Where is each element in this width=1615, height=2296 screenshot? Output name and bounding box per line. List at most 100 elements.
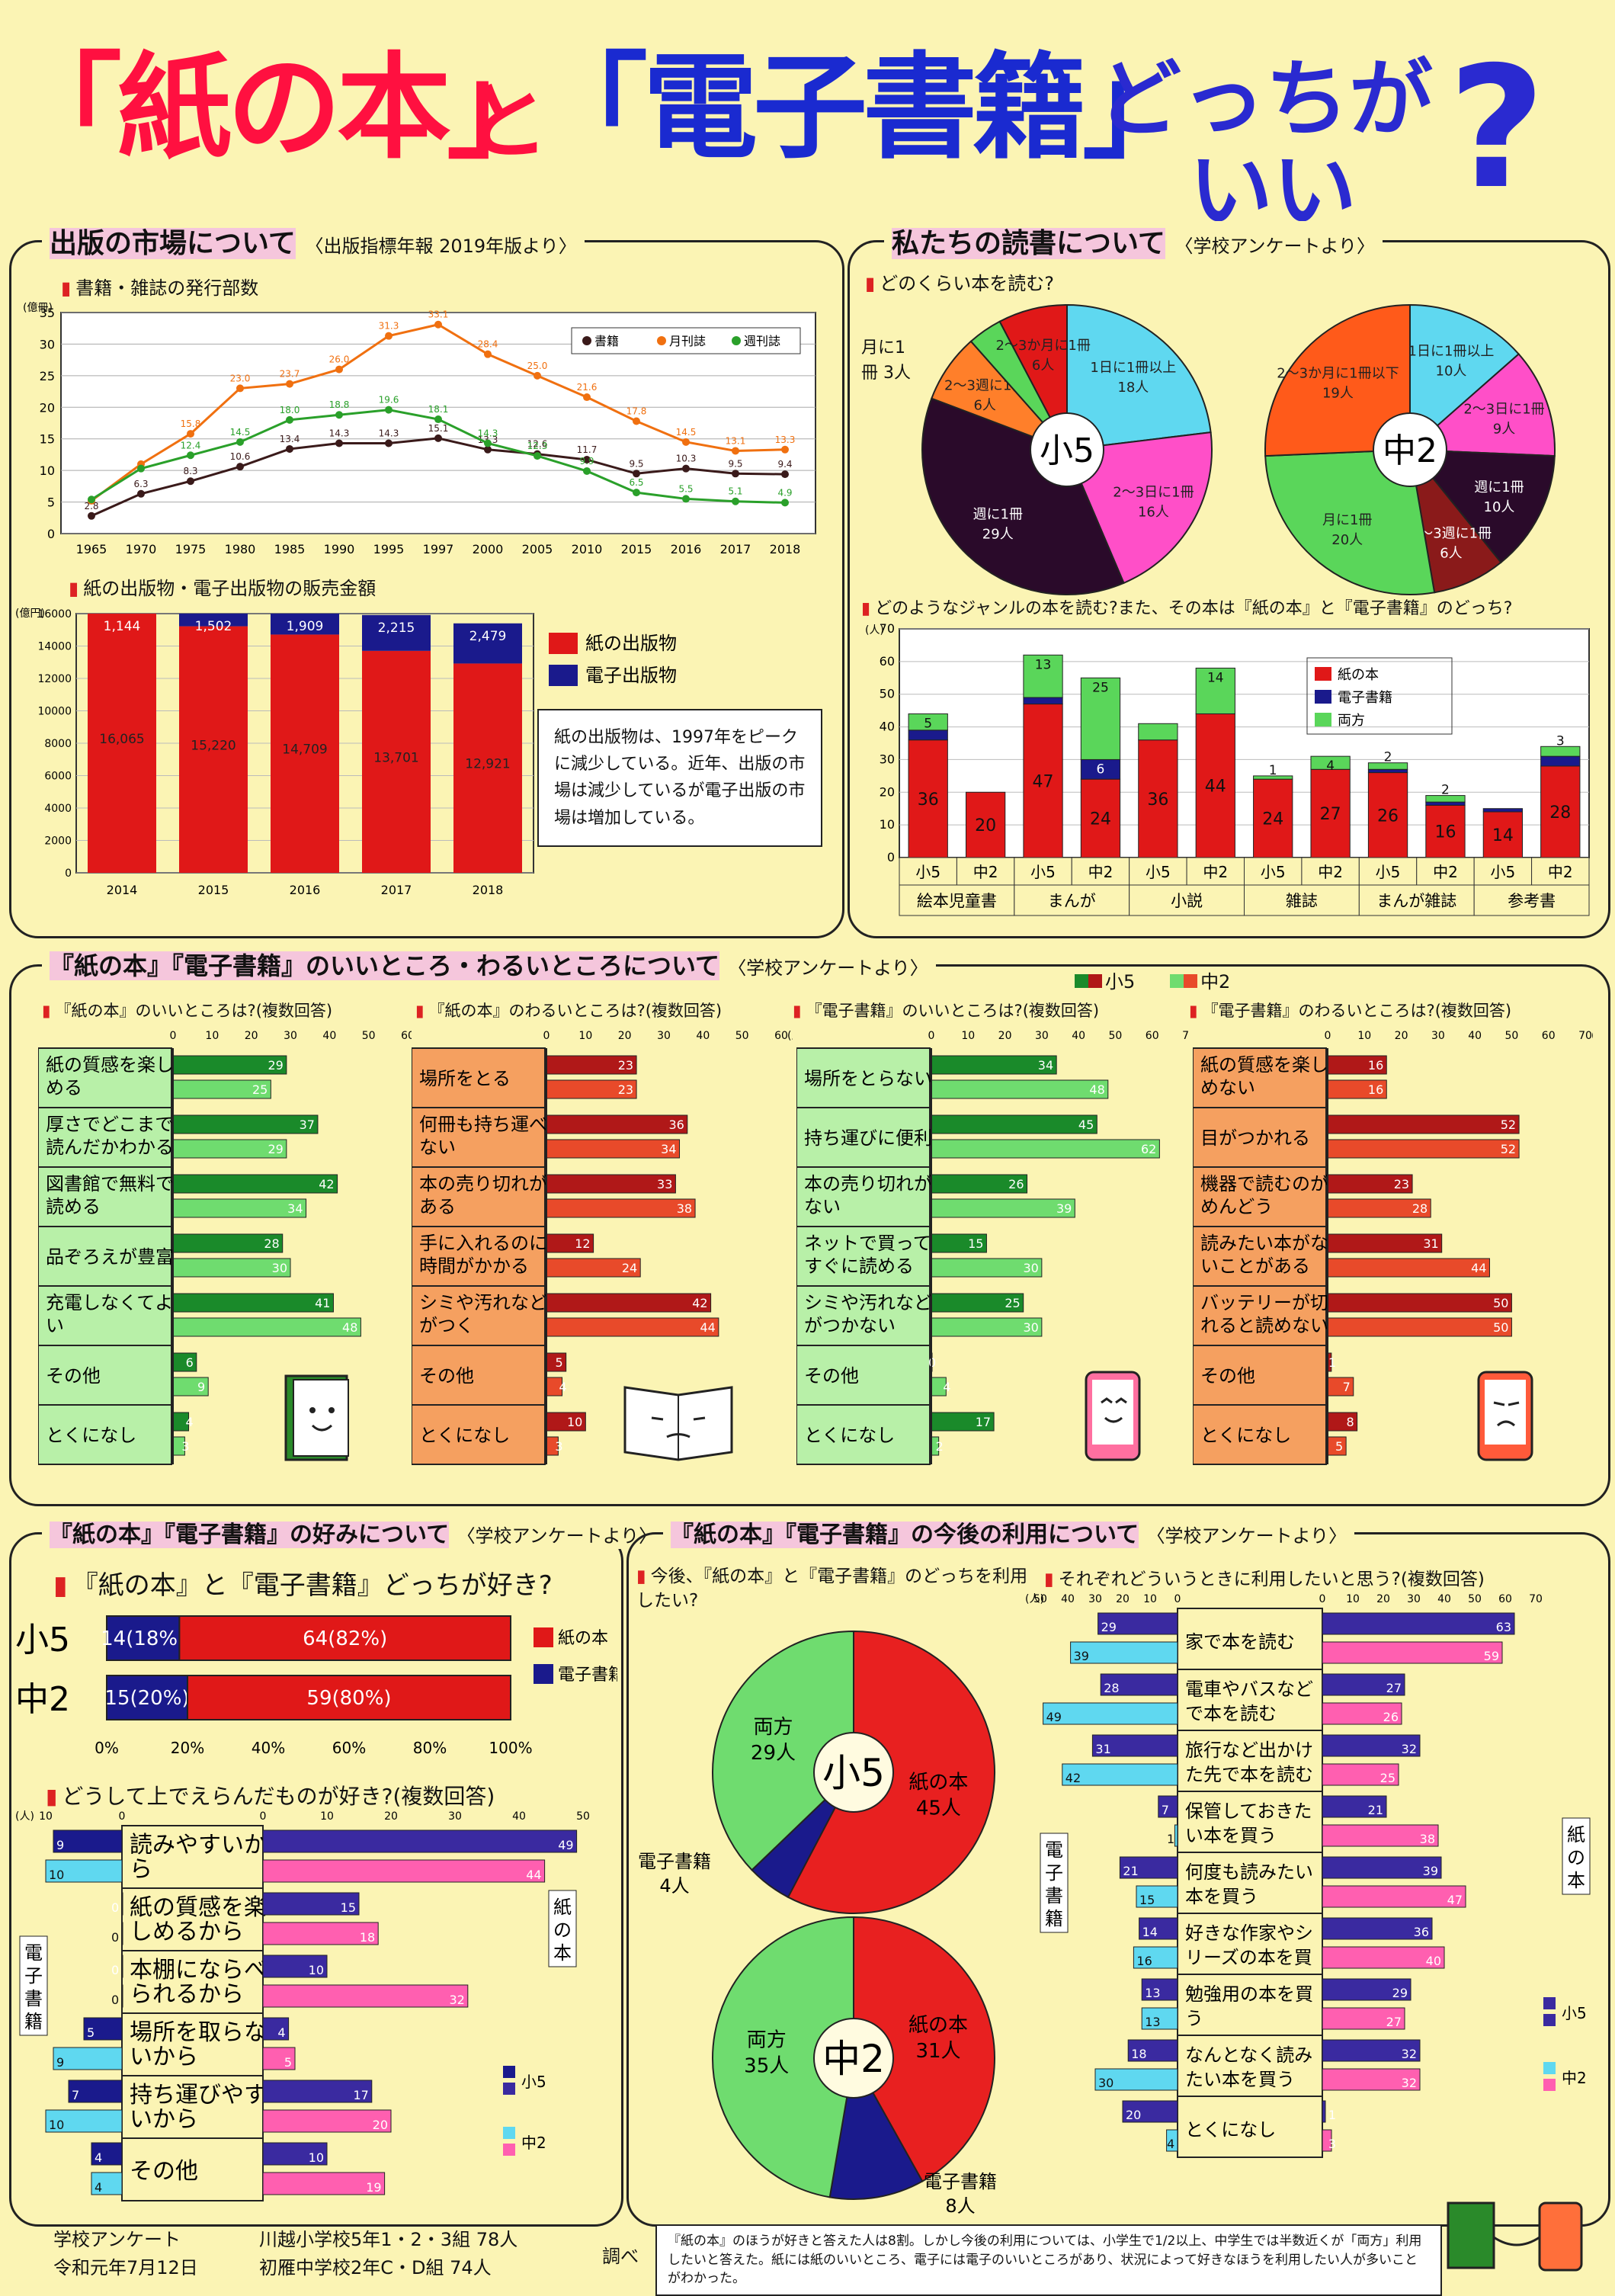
category-cell <box>412 1166 546 1227</box>
title-question: ? <box>1448 30 1546 226</box>
x-tick-label: 20 <box>1395 1030 1408 1042</box>
bar-segment <box>179 626 248 873</box>
tablet-character-tired <box>1477 1371 1533 1461</box>
bar <box>1322 1917 1433 1940</box>
x-tick-label: 2014 <box>107 883 138 897</box>
bar-label: 17 <box>976 1415 991 1429</box>
group-cell <box>1244 857 1303 886</box>
bar-label: 3 <box>181 1439 189 1454</box>
bar-segment <box>453 663 522 873</box>
pie-slice <box>1408 448 1556 564</box>
bar-label: 42 <box>319 1177 334 1191</box>
x-tick-label: 0 <box>119 1810 126 1823</box>
reading-q1: どのくらい本を読む? <box>865 268 1054 295</box>
x-tick-label: 60 <box>774 1030 788 1042</box>
data-point <box>137 489 145 498</box>
category-cell <box>796 1404 931 1465</box>
bar <box>1139 1917 1178 1940</box>
hands-tablet-shape <box>1538 2201 1583 2272</box>
bar-label: 25 <box>1380 1771 1396 1785</box>
category-label: う <box>1185 2008 1203 2029</box>
category-label: ない <box>804 1196 841 1217</box>
legend-label: 小5 <box>521 2073 546 2091</box>
x-tick-label: 40 <box>696 1030 710 1042</box>
x-tick-label: 10 <box>1143 1593 1157 1605</box>
bar <box>1062 1763 1178 1786</box>
data-label: 23.0 <box>230 373 251 383</box>
bar <box>1322 2068 1421 2091</box>
data-label: 13.1 <box>726 435 746 446</box>
bar-label: 44 <box>526 1868 541 1882</box>
data-point <box>335 411 343 419</box>
data-point <box>286 444 293 453</box>
legend-box <box>571 327 801 354</box>
data-label: 14.5 <box>676 427 697 438</box>
bar-label: 4 <box>1326 758 1335 774</box>
market-q1: 書籍・雑誌の発行部数 <box>61 273 258 300</box>
bar <box>931 1114 1097 1134</box>
bar <box>931 1139 1160 1159</box>
bar-label: 4 <box>1167 2137 1174 2151</box>
data-point <box>335 365 343 374</box>
bar-label: 7 <box>72 2088 79 2102</box>
bar <box>546 1258 641 1278</box>
bar-label: 64(82%) <box>303 1627 387 1650</box>
bar <box>45 1859 123 1883</box>
bar-label: 3 <box>1556 733 1565 749</box>
data-label: 15.8 <box>181 418 201 429</box>
category-label: 品ぞろえが豊富 <box>46 1246 174 1268</box>
bar <box>53 1829 123 1853</box>
x-tick-label: 20% <box>171 1739 204 1757</box>
y-axis-label: (人) <box>865 624 884 637</box>
category-cell <box>38 1166 172 1227</box>
x-tick-label: 1975 <box>175 542 207 556</box>
prefer-title: 『紙の本』『電子書籍』の好みについて <box>50 1522 450 1548</box>
x-tick-label: 50 <box>362 1030 376 1042</box>
data-label: 13.4 <box>280 434 300 444</box>
tablet-screen-shape <box>1092 1380 1133 1445</box>
bar-segment <box>362 614 431 651</box>
category-label: 好きな作家やシ <box>1185 1922 1313 1944</box>
category-label: がつく <box>419 1315 474 1336</box>
open-book-character <box>623 1386 733 1461</box>
bar-label: 1 <box>1328 1355 1336 1370</box>
data-label: 2.8 <box>84 501 98 511</box>
legend-box <box>1306 657 1453 735</box>
bar-label: 15 <box>341 1900 356 1915</box>
y-tick-label: 20 <box>880 784 895 799</box>
bar <box>83 2017 123 2041</box>
data-label: 19.6 <box>379 395 399 406</box>
slice-count: 4人 <box>659 1875 689 1897</box>
data-label: 9.5 <box>629 458 643 469</box>
bar-label: 5 <box>924 716 932 731</box>
bar <box>931 1317 1043 1337</box>
x-tick-label: 2010 <box>572 542 603 556</box>
bar-label: 2 <box>1384 750 1392 765</box>
bar-segment <box>88 614 156 873</box>
data-point <box>137 464 145 473</box>
bar-label: 16 <box>1136 1954 1152 1968</box>
pie-slice <box>712 1630 854 1871</box>
bar-segment <box>1540 746 1581 757</box>
data-point <box>236 438 244 446</box>
x-tick-label: 2015 <box>198 883 229 897</box>
pie-center-label: 中2 <box>1383 431 1437 470</box>
bar <box>1327 1198 1431 1218</box>
side-label-char: 本 <box>1567 1870 1585 1891</box>
bar <box>1322 1978 1412 2001</box>
bar-label: 50 <box>1493 1320 1508 1335</box>
bar-label: 33 <box>657 1177 672 1191</box>
bar-label: 13 <box>1145 2015 1160 2029</box>
x-tick-label: 2017 <box>381 883 412 897</box>
legend-label: 紙の出版物 <box>585 633 677 654</box>
footer-school1: 川越小学校5年1・2・3組 78人 <box>259 2229 518 2250</box>
bar-label: 45 <box>1078 1118 1094 1132</box>
data-point <box>434 415 442 424</box>
bar <box>172 1258 291 1278</box>
slice-count: 6人 <box>1032 358 1054 374</box>
plot-area <box>899 628 1590 858</box>
category-cell <box>796 1047 931 1108</box>
category-label: リーズの本を買 <box>1185 1947 1312 1968</box>
data-label: 10.6 <box>230 451 251 462</box>
y-tick-label: 6000 <box>44 771 72 783</box>
